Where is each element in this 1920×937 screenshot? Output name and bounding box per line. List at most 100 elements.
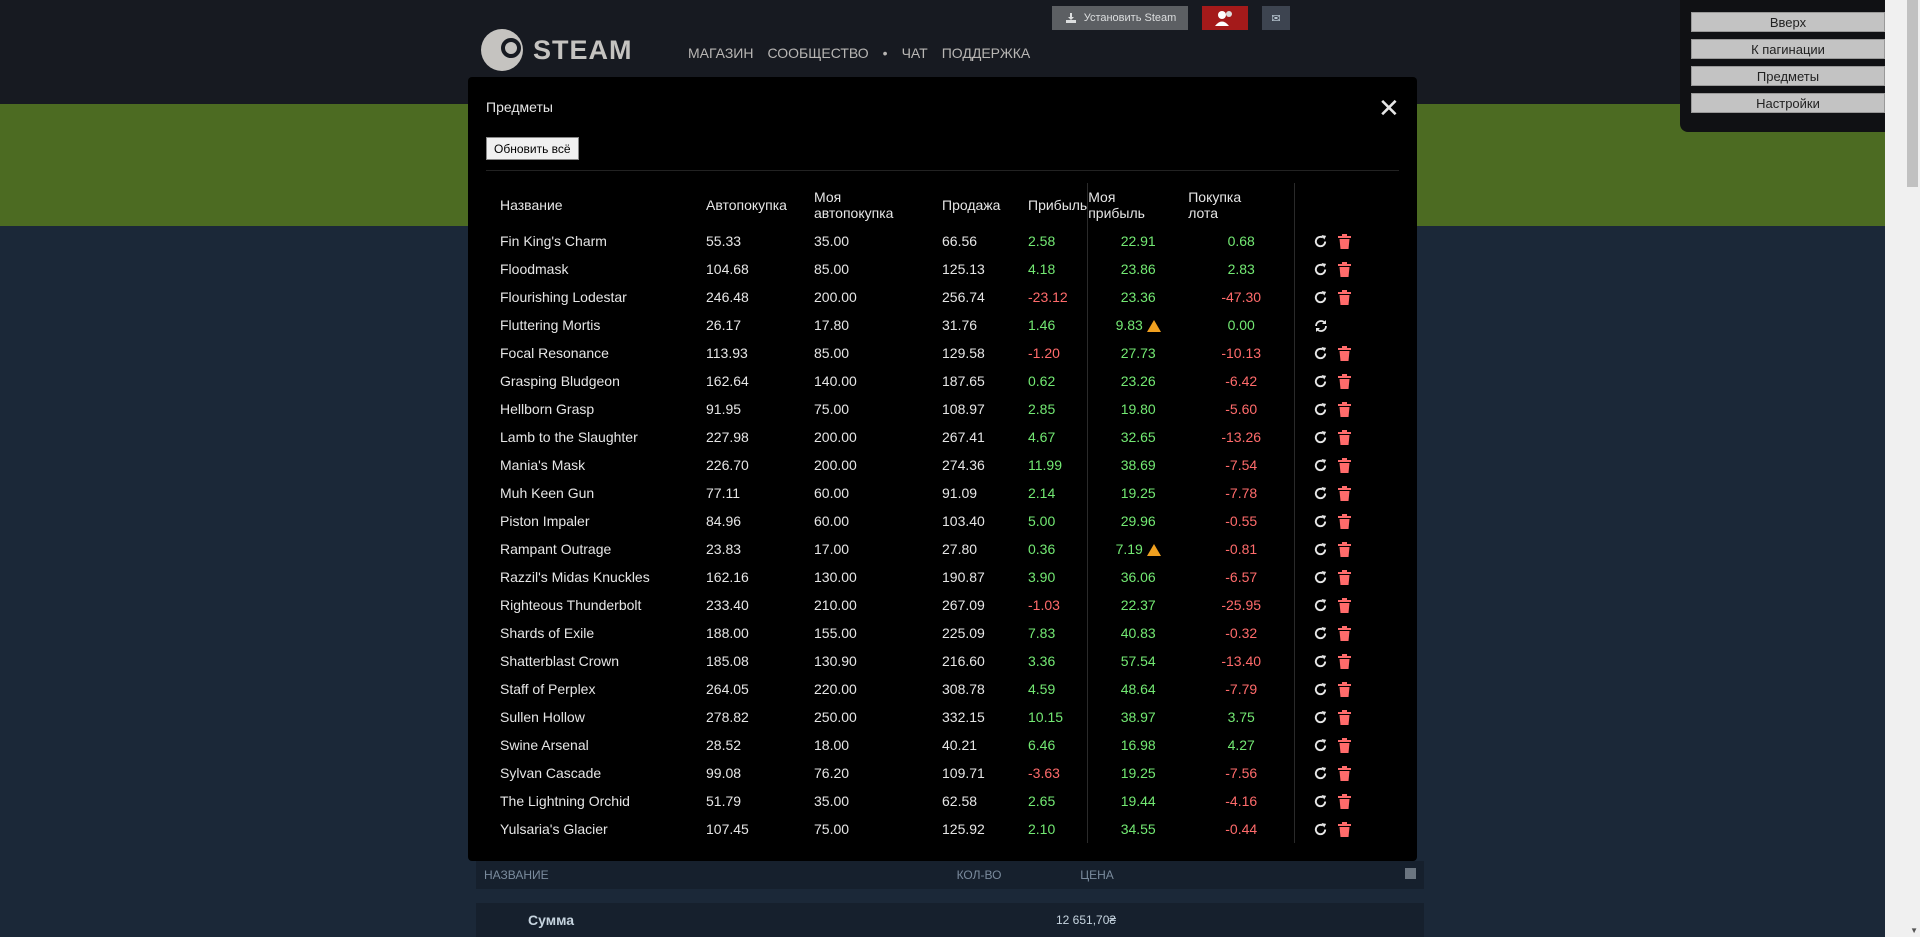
item-lot: -0.81 (1188, 535, 1295, 563)
trash-icon[interactable] (1338, 654, 1352, 670)
friends-button[interactable] (1202, 6, 1248, 30)
item-my-autobuy-value: 200.00 (814, 429, 857, 445)
nav-support[interactable]: ПОДДЕРЖКА (941, 45, 1031, 61)
trash-icon[interactable] (1338, 290, 1352, 306)
item-my-profit-value: 22.37 (1120, 597, 1156, 613)
trash-icon[interactable] (1338, 402, 1352, 418)
item-profit-value: 3.90 (1028, 569, 1056, 585)
refresh-icon[interactable] (1313, 654, 1328, 669)
item-autobuy: 23.83 (692, 535, 800, 563)
refresh-icon[interactable] (1313, 542, 1328, 557)
item-name-value: Floodmask (500, 261, 569, 277)
to-pagination-button[interactable]: К пагинации (1691, 39, 1885, 59)
refresh-icon[interactable] (1313, 794, 1328, 809)
refresh-icon[interactable] (1313, 430, 1328, 445)
item-my-profit: 27.73 (1087, 339, 1189, 367)
refresh-icon[interactable] (1313, 374, 1328, 389)
refresh-icon[interactable] (1313, 346, 1328, 361)
install-steam-button[interactable]: Установить Steam (1052, 6, 1188, 30)
item-my-profit: 32.65 (1087, 423, 1189, 451)
refresh-icon[interactable] (1313, 234, 1328, 249)
trash-icon[interactable] (1338, 598, 1352, 614)
item-my-profit-value: 9.83 (1115, 317, 1143, 333)
refresh-icon[interactable] (1313, 710, 1328, 725)
refresh-icon[interactable] (1313, 402, 1328, 417)
settings-button[interactable]: Настройки (1691, 93, 1885, 113)
trash-icon[interactable] (1338, 346, 1352, 362)
trash-icon[interactable] (1338, 542, 1352, 558)
trash-icon[interactable] (1338, 430, 1352, 446)
steam-logo[interactable]: STEAM (481, 29, 633, 71)
select-all-checkbox[interactable] (1405, 868, 1416, 879)
refresh-icon[interactable] (1313, 290, 1328, 305)
table-row: Rampant Outrage 23.83 17.00 27.80 0.36 7.19 -0… (486, 535, 1384, 563)
refresh-icon[interactable] (1313, 598, 1328, 613)
refresh-all-button[interactable]: Обновить всё (486, 137, 579, 160)
refresh-icon[interactable] (1313, 458, 1328, 473)
item-lot-value: 4.27 (1227, 737, 1255, 753)
refresh-icon[interactable] (1313, 486, 1328, 501)
item-sale-value: 31.76 (942, 317, 978, 333)
item-actions (1294, 619, 1384, 647)
item-sale: 62.58 (928, 787, 1014, 815)
refresh-icon[interactable] (1313, 822, 1328, 837)
item-lot-value: -5.60 (1225, 401, 1258, 417)
trash-icon[interactable] (1338, 682, 1352, 698)
refresh-icon[interactable] (1313, 626, 1328, 641)
item-sale: 225.09 (928, 619, 1014, 647)
nav-separator: • (882, 45, 888, 61)
trash-icon[interactable] (1338, 738, 1352, 754)
item-autobuy-value: 185.08 (706, 653, 749, 669)
sync-icon[interactable] (1313, 318, 1329, 334)
trash-icon[interactable] (1338, 710, 1352, 726)
item-actions (1294, 675, 1384, 703)
refresh-icon[interactable] (1313, 514, 1328, 529)
sum-label: Сумма (528, 912, 575, 928)
trash-icon[interactable] (1338, 374, 1352, 390)
scrollbar-thumb[interactable] (1907, 0, 1918, 187)
table-row: Lamb to the Slaughter 227.98 200.00 267.41 4… (486, 423, 1384, 451)
trash-icon[interactable] (1338, 766, 1352, 782)
item-name: Yulsaria's Glacier (486, 815, 692, 843)
refresh-icon[interactable] (1313, 262, 1328, 277)
item-name-value: Piston Impaler (500, 513, 590, 529)
item-sale: 66.56 (928, 227, 1014, 255)
trash-icon[interactable] (1338, 234, 1352, 250)
scroll-down-icon[interactable]: ▼ (1910, 926, 1918, 935)
refresh-icon[interactable] (1313, 738, 1328, 753)
item-name-value: Mania's Mask (500, 457, 586, 473)
item-autobuy: 162.64 (692, 367, 800, 395)
close-icon[interactable]: ✕ (1378, 93, 1400, 123)
trash-icon[interactable] (1338, 458, 1352, 474)
trash-icon[interactable] (1338, 794, 1352, 810)
item-sale-value: 267.09 (942, 597, 985, 613)
item-name-value: Fluttering Mortis (500, 317, 601, 333)
refresh-icon[interactable] (1313, 682, 1328, 697)
item-actions (1294, 507, 1384, 535)
trash-icon[interactable] (1338, 822, 1352, 838)
item-profit-value: 7.83 (1028, 625, 1056, 641)
page-scrollbar[interactable]: ▼ (1885, 0, 1920, 937)
scroll-top-button[interactable]: Вверх (1691, 12, 1885, 32)
trash-icon[interactable] (1338, 570, 1352, 586)
item-autobuy: 278.82 (692, 703, 800, 731)
nav-community[interactable]: СООБЩЕСТВО (767, 45, 869, 61)
trash-icon[interactable] (1338, 626, 1352, 642)
item-name: Sullen Hollow (486, 703, 692, 731)
nav-chat[interactable]: ЧАТ (901, 45, 928, 61)
nav-store[interactable]: МАГАЗИН (688, 45, 754, 61)
trash-icon[interactable] (1338, 486, 1352, 502)
trash-icon[interactable] (1338, 262, 1352, 278)
refresh-icon[interactable] (1313, 570, 1328, 585)
item-actions (1294, 451, 1384, 479)
trash-icon[interactable] (1338, 514, 1352, 530)
items-table: Название Автопокупка Моя автопокупка Прод… (486, 183, 1384, 843)
item-autobuy: 104.68 (692, 255, 800, 283)
items-button[interactable]: Предметы (1691, 66, 1885, 86)
notifications-button[interactable]: ✉ (1262, 6, 1290, 30)
refresh-icon[interactable] (1313, 766, 1328, 781)
mail-icon: ✉ (1271, 12, 1281, 25)
item-name-value: Swine Arsenal (500, 737, 589, 753)
item-lot: 4.27 (1188, 731, 1295, 759)
item-lot-value: -25.95 (1221, 597, 1262, 613)
